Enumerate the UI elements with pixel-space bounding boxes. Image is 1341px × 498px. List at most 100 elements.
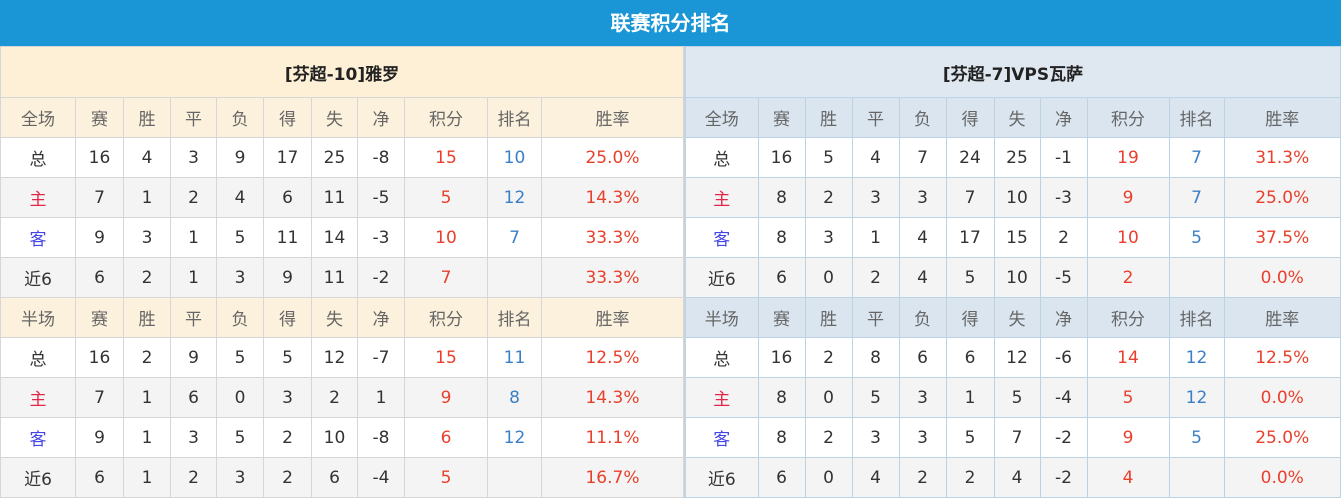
stat-cell: 16 [757, 337, 806, 378]
stat-cell: 7 [75, 377, 124, 418]
stat-cell: 12.5% [541, 337, 684, 378]
column-header: 积分 [404, 97, 488, 138]
stat-cell: 2 [898, 457, 947, 498]
stat-cell: 4 [898, 217, 947, 258]
column-header: 赛 [75, 97, 124, 138]
column-header: 得 [263, 97, 312, 138]
stat-cell: 0 [804, 257, 853, 298]
stat-cell: 0.0% [1223, 457, 1341, 498]
column-header: 积分 [1086, 297, 1170, 338]
stat-cell: -8 [357, 137, 405, 178]
stat-cell: 4 [993, 457, 1041, 498]
table-row: 主 7 1 6 0 3 2 1 9 8 14.3% [0, 377, 684, 418]
column-header: 净 [357, 297, 405, 338]
team-header-row: [芬超-7]VPS瓦萨 [684, 46, 1341, 98]
full-header-row: 全场赛胜平负得失净积分 排名 胜率 [0, 97, 684, 138]
table-row: 总 16 2 8 6 6 12 -6 14 12 12.5% [684, 337, 1341, 378]
stat-cell: 1 [851, 217, 900, 258]
stat-cell: 8 [757, 177, 806, 218]
stat-cell: 2 [123, 257, 171, 298]
stat-cell: 2 [804, 177, 853, 218]
column-header: 得 [945, 97, 995, 138]
column-header: 得 [945, 297, 995, 338]
stat-cell: 16.7% [541, 457, 684, 498]
stat-cell: 4 [1086, 457, 1170, 498]
section-label: 全场 [684, 97, 759, 138]
stat-cell: 3 [170, 417, 217, 458]
stat-cell: 5 [945, 417, 995, 458]
column-header: 胜 [804, 297, 853, 338]
column-header: 平 [170, 297, 217, 338]
stat-cell: 25.0% [541, 137, 684, 178]
table-row: 近6 6 0 4 2 2 4 -2 4 0.0% [684, 457, 1341, 498]
stat-cell: 7 [1168, 137, 1225, 178]
stat-cell: -3 [1039, 177, 1088, 218]
stat-cell: 3 [851, 177, 900, 218]
column-header: 净 [357, 97, 405, 138]
stat-cell: 2 [123, 337, 171, 378]
column-header: 净 [1039, 297, 1088, 338]
stat-cell: 8 [757, 377, 806, 418]
table-row: 总 16 2 9 5 5 12 -7 15 11 12.5% [0, 337, 684, 378]
row-label: 主 [684, 377, 759, 418]
table-row: 近6 6 1 2 3 2 6 -4 5 16.7% [0, 457, 684, 498]
column-header: 胜率 [541, 97, 684, 138]
stat-cell: 10 [993, 177, 1041, 218]
stat-cell: 5 [1168, 217, 1225, 258]
column-header: 排名 [1168, 297, 1225, 338]
stat-cell: 5 [404, 177, 488, 218]
stat-cell: 10 [311, 417, 358, 458]
stat-cell: 15 [404, 137, 488, 178]
stat-cell: 3 [898, 177, 947, 218]
stat-cell: 11.1% [541, 417, 684, 458]
stat-cell: 5 [993, 377, 1041, 418]
stat-cell: 0 [216, 377, 264, 418]
table-row: 近6 6 2 1 3 9 11 -2 7 33.3% [0, 257, 684, 298]
stat-cell: 3 [898, 377, 947, 418]
team-name: [芬超-7]VPS瓦萨 [684, 46, 1341, 98]
stat-cell: -4 [1039, 377, 1088, 418]
stat-cell: 1 [123, 417, 171, 458]
stat-cell: 6 [898, 337, 947, 378]
table-row: 客 9 3 1 5 11 14 -3 10 7 33.3% [0, 217, 684, 258]
stat-cell: -6 [1039, 337, 1088, 378]
stat-cell: 12 [487, 417, 542, 458]
stat-cell: 8 [757, 417, 806, 458]
column-header: 平 [851, 297, 900, 338]
stat-cell: -5 [357, 177, 405, 218]
stat-cell: 1 [123, 377, 171, 418]
stat-cell: 5 [1086, 377, 1170, 418]
stat-cell: 31.3% [1223, 137, 1341, 178]
stat-cell: 0.0% [1223, 377, 1341, 418]
stat-cell: -4 [357, 457, 405, 498]
stat-cell [487, 457, 542, 498]
stat-cell: 6 [404, 417, 488, 458]
stat-cell: 4 [851, 457, 900, 498]
row-label: 近6 [684, 457, 759, 498]
column-header: 平 [170, 97, 217, 138]
stat-cell: 14 [1086, 337, 1170, 378]
stat-cell: 3 [123, 217, 171, 258]
stat-cell: 25.0% [1223, 177, 1341, 218]
column-header: 胜 [123, 97, 171, 138]
stat-cell: 6 [263, 177, 312, 218]
stat-cell: 12 [993, 337, 1041, 378]
column-header: 失 [311, 297, 358, 338]
stat-cell: 5 [216, 417, 264, 458]
stat-cell: 1 [357, 377, 405, 418]
section-label: 半场 [684, 297, 759, 338]
stat-cell: 5 [804, 137, 853, 178]
stat-cell: 14.3% [541, 177, 684, 218]
stat-cell: 6 [75, 457, 124, 498]
stat-cell: 9 [1086, 177, 1170, 218]
column-header: 积分 [1086, 97, 1170, 138]
stat-cell: 9 [75, 217, 124, 258]
stat-cell: 15 [993, 217, 1041, 258]
stat-cell: 4 [851, 137, 900, 178]
column-header: 排名 [487, 97, 542, 138]
stat-cell: 9 [75, 417, 124, 458]
stat-cell: 7 [75, 177, 124, 218]
row-label: 总 [684, 137, 759, 178]
row-label: 客 [0, 417, 76, 458]
table-row: 客 8 2 3 3 5 7 -2 9 5 25.0% [684, 417, 1341, 458]
